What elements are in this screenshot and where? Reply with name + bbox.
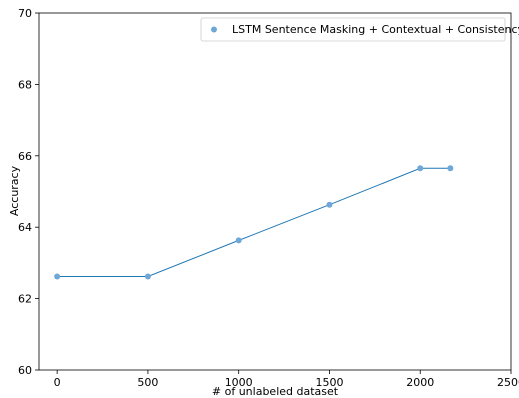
data-point [54,273,61,280]
x-tick-label: 1500 [315,376,343,389]
x-tick-label: 1000 [225,376,253,389]
y-tick-label: 66 [18,150,32,163]
data-point [144,273,151,280]
legend: LSTM Sentence Masking + Contextual + Con… [200,17,519,42]
data-point [326,201,333,208]
x-axis-label: # of unlabeled dataset [212,385,339,398]
y-axis-label: Accuracy [8,165,21,216]
data-point [417,165,424,172]
x-tick-label: 2500 [497,376,519,389]
y-tick-label: 60 [18,364,32,377]
data-point [235,237,242,244]
x-axis-ticks: 0 500 1000 1500 2000 2500 [54,370,519,389]
series-line [57,167,451,277]
legend-label: LSTM Sentence Masking + Contextual + Con… [232,23,519,36]
y-tick-label: 64 [18,221,32,234]
legend-box [200,17,506,42]
x-tick-label: 0 [54,376,61,389]
y-axis-ticks: 60 62 64 66 68 70 [18,7,39,377]
series-layer [54,165,454,280]
data-point [447,165,454,172]
y-tick-label: 70 [18,7,32,20]
x-tick-label: 500 [137,376,158,389]
x-tick-label: 2000 [406,376,434,389]
plot-area [38,12,512,371]
y-tick-label: 68 [18,78,32,91]
legend-marker [211,26,217,33]
y-tick-label: 62 [18,293,32,306]
